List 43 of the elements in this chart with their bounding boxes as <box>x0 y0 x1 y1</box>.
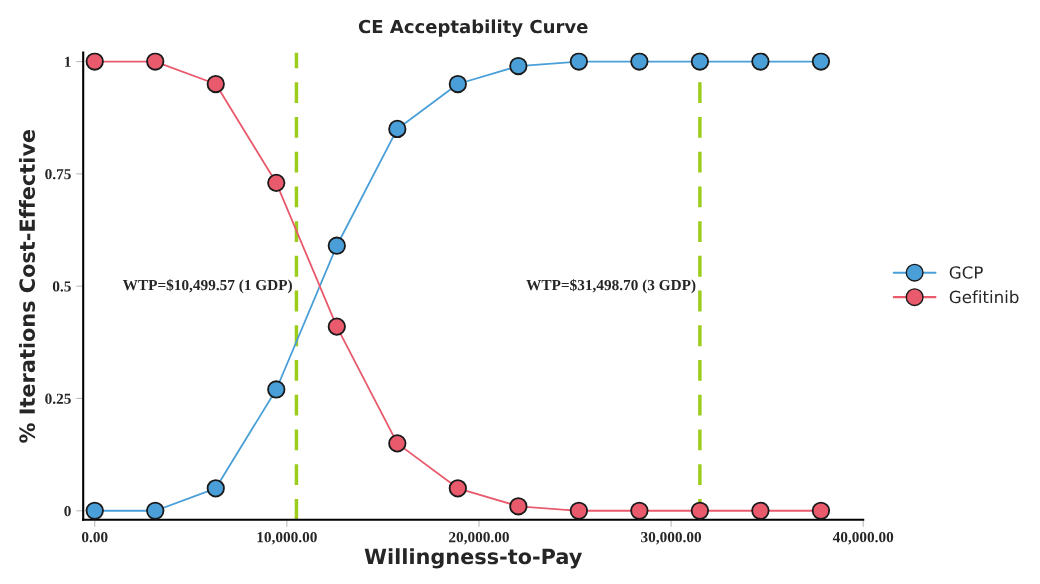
y-tick-label: 1 <box>64 56 71 67</box>
point <box>811 501 831 520</box>
y-tick-label: 0 <box>64 505 71 517</box>
x-tick-label: 20,000.00 <box>449 532 509 545</box>
point <box>509 56 528 76</box>
legend-label: GCP <box>949 266 983 279</box>
point <box>85 501 104 520</box>
point <box>569 52 588 71</box>
x-axis-title: Willingness-to-Pay <box>364 548 582 569</box>
y-tick-label: 0.75 <box>45 168 71 180</box>
y-tick-label: 0.5 <box>52 281 71 292</box>
point <box>448 74 467 94</box>
x-tick-label: 10,000.00 <box>257 532 317 545</box>
point <box>327 317 346 336</box>
point <box>630 501 649 520</box>
y-axis-title: % Iterations Cost-Effective <box>18 129 36 443</box>
point <box>388 434 407 453</box>
y-tick-label: 0.25 <box>45 393 71 404</box>
chart-title: CE Acceptability Curve <box>358 19 588 38</box>
point <box>206 74 225 94</box>
point <box>85 52 104 71</box>
point <box>267 380 286 399</box>
point <box>811 52 831 71</box>
point <box>327 236 346 255</box>
point <box>448 479 467 498</box>
ref-line-label: WTP=$31,498.70 (3 GDP) <box>526 279 696 294</box>
point <box>751 501 770 520</box>
point <box>569 501 588 520</box>
point <box>630 52 649 71</box>
point <box>388 119 407 139</box>
point <box>206 479 225 498</box>
point <box>690 52 710 71</box>
point <box>690 501 710 520</box>
point <box>267 173 286 192</box>
legend-label: Gefitinib <box>949 290 1019 304</box>
point <box>751 52 770 71</box>
x-tick-label: 30,000.00 <box>641 532 702 545</box>
x-tick-label: 0.00 <box>81 532 108 543</box>
point <box>509 497 528 516</box>
ref-line-label: WTP=$10,499.57 (1 GDP) <box>122 279 292 294</box>
x-tick-label: 40,000.00 <box>832 532 894 545</box>
point <box>146 501 165 520</box>
point <box>146 52 165 71</box>
